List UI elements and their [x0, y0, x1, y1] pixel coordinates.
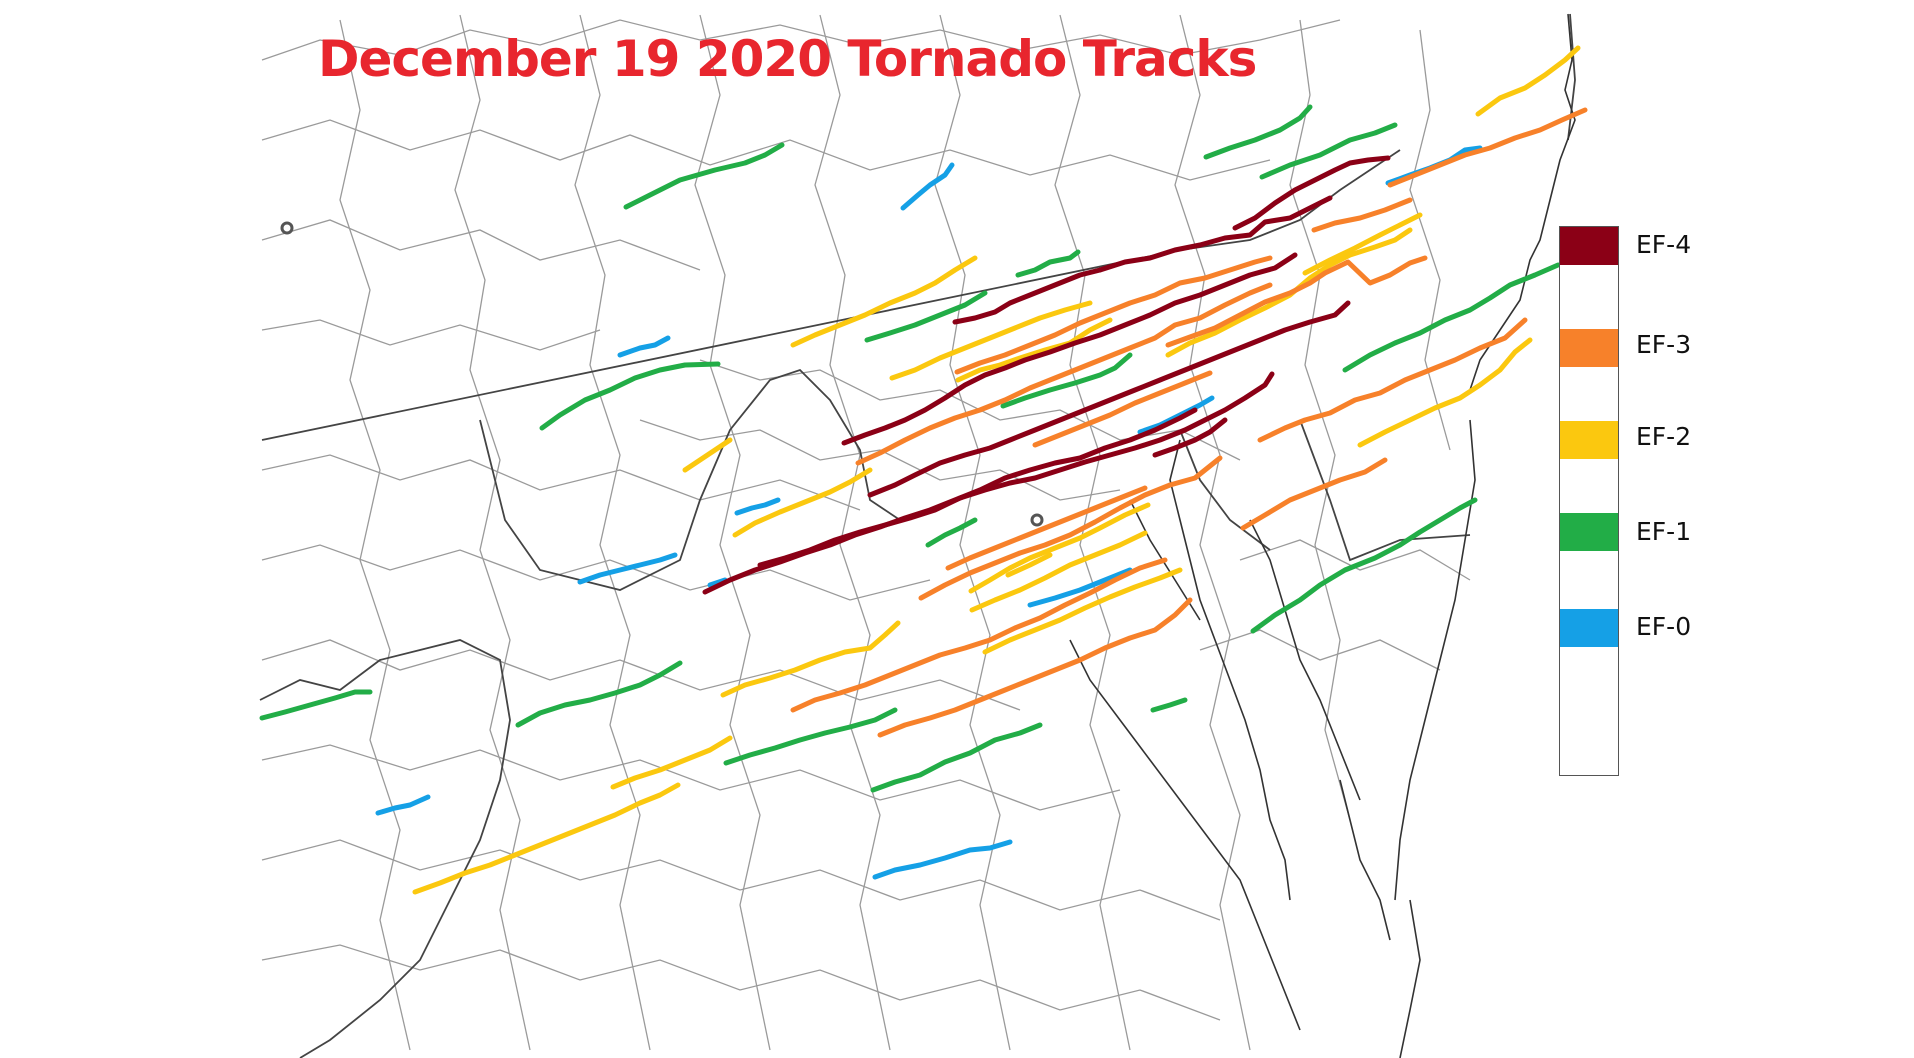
ef2-track — [720, 620, 901, 698]
ef1-track — [870, 722, 1043, 793]
ef0-track — [900, 162, 955, 211]
legend-label-ef4: EF-4 — [1636, 230, 1692, 259]
ef2-track — [1357, 337, 1533, 448]
ef3-track — [877, 597, 1193, 738]
ef2-track — [955, 317, 1113, 383]
ef2-track — [412, 782, 681, 895]
ef1-track — [1250, 497, 1478, 634]
ef4-track — [1152, 417, 1228, 458]
legend-swatch-ef1 — [1560, 513, 1618, 551]
ef1-track — [623, 142, 785, 210]
ef0-track — [1137, 395, 1215, 435]
ef4-track — [757, 371, 1275, 568]
ef2-track — [610, 735, 733, 790]
legend-swatch-ef3 — [1560, 329, 1618, 367]
legend-label-ef0: EF-0 — [1636, 612, 1692, 641]
ef1-track — [515, 660, 683, 728]
ef3-track — [1257, 317, 1528, 443]
legend-swatch-ef4 — [1560, 227, 1618, 265]
ef1-track — [1259, 122, 1398, 180]
legend-swatch-ef0 — [1560, 609, 1618, 647]
ef2-track — [1475, 45, 1581, 117]
ef1-track — [925, 517, 978, 548]
ef2-track — [982, 567, 1183, 655]
ef2-track — [1302, 212, 1423, 276]
ef4-track — [1097, 195, 1333, 273]
ef1-track — [539, 361, 721, 431]
ef3-track — [918, 455, 1223, 601]
legend-swatch-ef2 — [1560, 421, 1618, 459]
ef4-tracks — [702, 155, 1391, 595]
city-marker-central — [1030, 513, 1044, 527]
legend — [1559, 226, 1619, 776]
ef3-track — [855, 282, 1273, 466]
ef3-track — [945, 485, 1148, 571]
legend-label-ef3: EF-3 — [1636, 330, 1692, 359]
state-borders — [259, 13, 1576, 1058]
ef0-track — [617, 335, 671, 358]
ef4-track — [867, 300, 1351, 498]
city-markers — [280, 221, 1044, 527]
ef1-track — [1000, 352, 1133, 409]
ef0-track — [734, 497, 781, 516]
legend-label-ef2: EF-2 — [1636, 422, 1692, 451]
ef2-track — [968, 502, 1151, 594]
ef3-track — [790, 557, 1168, 713]
ef0-track — [872, 839, 1013, 880]
ef3-track — [1032, 370, 1213, 448]
ef1-track — [1342, 262, 1561, 373]
ef2-track — [1005, 552, 1053, 578]
ef4-track — [1232, 155, 1391, 231]
ef2-track — [732, 467, 873, 538]
ef1-track — [723, 707, 898, 766]
ef1-track — [259, 689, 373, 721]
ef0-track — [1027, 567, 1133, 608]
ef3-track — [954, 255, 1273, 375]
ef0-track — [577, 552, 678, 585]
ef3-track — [1165, 255, 1428, 348]
ef2-track — [682, 437, 733, 473]
city-marker-west — [280, 221, 294, 235]
coastline — [1069, 13, 1576, 1058]
ef2-track — [969, 530, 1148, 613]
ef2-tracks — [412, 45, 1581, 895]
ef2-track — [889, 300, 1093, 381]
ef1-tracks — [259, 104, 1561, 793]
ef0-track — [375, 794, 431, 816]
ef1-track — [1015, 249, 1081, 278]
ef1-track — [864, 290, 988, 343]
ef3-track — [1240, 457, 1388, 531]
ef3-tracks — [790, 107, 1588, 738]
ef4-track — [952, 267, 1103, 325]
legend-label-ef1: EF-1 — [1636, 517, 1692, 546]
county-borders — [261, 14, 1471, 1051]
ef4-track — [841, 252, 1298, 446]
ef1-track — [1150, 697, 1188, 713]
map-title: December 19 2020 Tornado Tracks — [318, 30, 1257, 88]
ef2-track — [790, 255, 978, 348]
ef3-track — [1387, 107, 1588, 188]
ef3-track — [1311, 197, 1413, 233]
ef1-track — [1203, 104, 1313, 160]
